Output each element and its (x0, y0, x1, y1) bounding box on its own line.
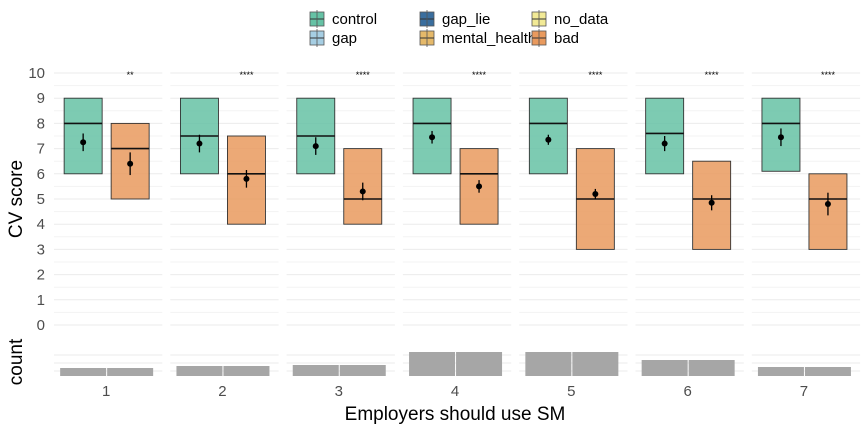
count-bar-bad-2 (223, 366, 270, 376)
count-bar-control-5 (525, 352, 572, 376)
count-bar-bad-1 (107, 368, 154, 376)
significance-label-5: **** (588, 70, 603, 80)
box-control-6 (645, 97, 685, 175)
legend-label-control: control (332, 11, 377, 28)
significance-labels: ** **** **** **** **** **** **** (127, 70, 836, 80)
count-axis-title: count (6, 338, 27, 385)
boxplots (63, 97, 848, 250)
mean-point (243, 175, 250, 182)
x-tick-label-7: 7 (800, 383, 808, 400)
x-axis-ticks: 1 2 3 4 5 6 7 (102, 383, 808, 400)
legend-item-no-data: no_data (531, 10, 609, 28)
x-tick-label-5: 5 (567, 383, 575, 400)
y-tick-label: 1 (37, 292, 45, 309)
mean-point (708, 199, 715, 206)
mean-point (196, 140, 203, 147)
box-bad-4 (459, 148, 499, 225)
legend-item-gap: gap (309, 29, 357, 47)
x-axis-title: Employers should use SM (345, 404, 566, 425)
count-bar-bad-6 (688, 360, 735, 376)
box-bad-5 (575, 148, 615, 250)
significance-label-6: **** (705, 70, 720, 80)
mean-point (476, 183, 483, 190)
gridlines (54, 72, 861, 372)
y-tick-label: 10 (28, 65, 45, 82)
box-bad-6 (692, 160, 732, 250)
mean-point (312, 143, 319, 150)
count-bar-bad-3 (339, 365, 386, 376)
count-bar-bad-7 (804, 367, 851, 376)
box-control-1 (63, 97, 103, 175)
y-tick-label: 7 (37, 141, 45, 158)
count-bars (60, 352, 851, 376)
legend-item-control: control (309, 10, 377, 28)
box-control-3 (296, 97, 336, 175)
legend-label-no-data: no_data (554, 11, 609, 28)
box-control-7 (761, 97, 801, 172)
box-control-5 (528, 97, 568, 175)
count-bar-control-7 (757, 367, 804, 376)
mean-point (80, 139, 87, 146)
y-axis-ticks: 0 1 2 3 4 5 6 7 8 9 10 (28, 65, 45, 334)
legend-label-bad: bad (554, 30, 579, 47)
significance-label-7: **** (821, 70, 836, 80)
count-bar-control-4 (409, 352, 456, 376)
mean-point (777, 134, 784, 141)
legend-item-mental-health: mental_health (419, 29, 536, 47)
count-bar-control-3 (292, 365, 339, 376)
box-control-2 (179, 97, 219, 175)
box-control-4 (412, 97, 452, 175)
mean-point (545, 136, 552, 143)
y-tick-label: 0 (37, 317, 45, 334)
y-tick-label: 4 (37, 216, 45, 233)
y-tick-label: 9 (37, 90, 45, 107)
mean-point (127, 160, 134, 167)
y-tick-label: 6 (37, 166, 45, 183)
x-tick-label-1: 1 (102, 383, 110, 400)
mean-point (824, 201, 831, 208)
legend-item-gap-lie: gap_lie (419, 10, 490, 28)
count-bar-bad-5 (572, 352, 619, 376)
x-tick-label-3: 3 (335, 383, 343, 400)
significance-label-3: **** (356, 70, 371, 80)
legend-label-gap-lie: gap_lie (442, 11, 490, 28)
legend-item-bad: bad (531, 29, 579, 47)
y-axis-title: CV score (6, 160, 27, 238)
mean-point (359, 188, 366, 195)
box-bad-7 (808, 173, 848, 250)
legend-label-mental-health: mental_health (442, 30, 536, 47)
significance-label-1: ** (127, 70, 135, 80)
mean-point (592, 190, 599, 197)
significance-label-4: **** (472, 70, 487, 80)
y-tick-label: 3 (37, 241, 45, 258)
y-tick-label: 2 (37, 267, 45, 284)
x-tick-label-6: 6 (683, 383, 691, 400)
count-bar-bad-4 (456, 352, 503, 376)
count-bar-control-1 (60, 368, 107, 376)
box-bad-3 (343, 148, 383, 225)
x-tick-label-4: 4 (451, 383, 459, 400)
box-bad-2 (226, 135, 266, 225)
y-tick-label: 5 (37, 191, 45, 208)
x-tick-label-2: 2 (218, 383, 226, 400)
mean-point (429, 134, 436, 141)
y-tick-label: 8 (37, 115, 45, 132)
box-bad-1 (110, 122, 150, 200)
count-bar-control-6 (641, 360, 688, 376)
significance-label-2: **** (239, 70, 254, 80)
count-bar-control-2 (176, 366, 223, 376)
mean-point (661, 140, 668, 147)
legend-label-gap: gap (332, 30, 357, 47)
